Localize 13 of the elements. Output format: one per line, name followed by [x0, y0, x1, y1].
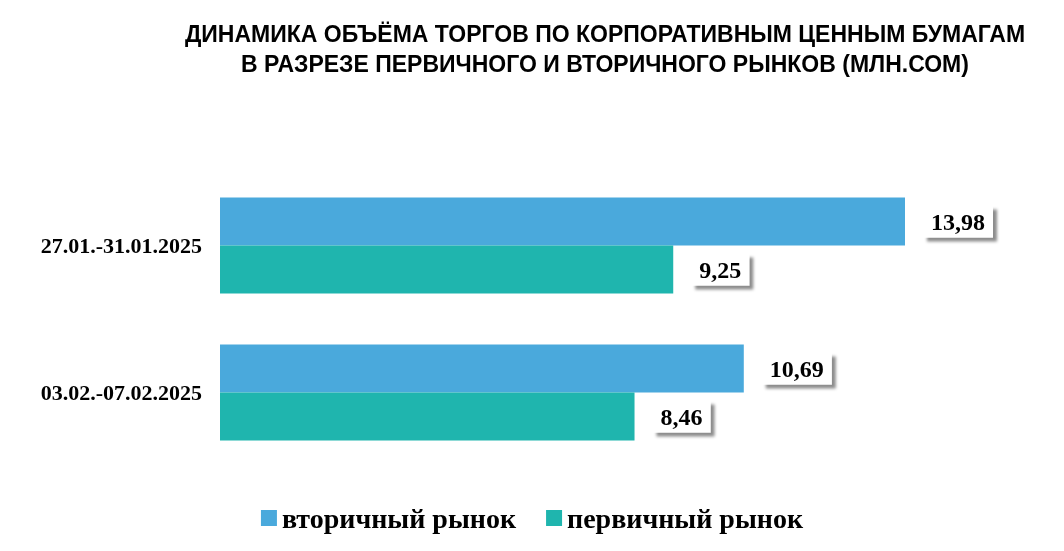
- y-tick-label: 03.02.-07.02.2025: [40, 380, 202, 405]
- bar: [220, 392, 635, 441]
- data-label: 8,46: [660, 403, 703, 430]
- data-label: 13,98: [931, 208, 985, 235]
- bar: [220, 245, 674, 294]
- legend-label: первичный рынок: [567, 502, 804, 534]
- data-label: 10,69: [769, 355, 824, 382]
- chart-title: ДИНАМИКА ОБЪЁМА ТОРГОВ ПО КОРПОРАТИВНЫМ ЦЕННЫМ БУМАГАМ В РАЗРЕЗЕ ПЕРВИЧНОГО И ВТОРИЧНОГО РЫНКОВ (МЛН.СОМ): [184, 21, 1026, 77]
- data-label: 9,25: [699, 256, 742, 283]
- bar: [220, 197, 905, 246]
- bar: [220, 344, 744, 393]
- legend-label: вторичный рынок: [281, 502, 517, 534]
- y-tick-label: 27.01.-31.01.2025: [40, 233, 202, 258]
